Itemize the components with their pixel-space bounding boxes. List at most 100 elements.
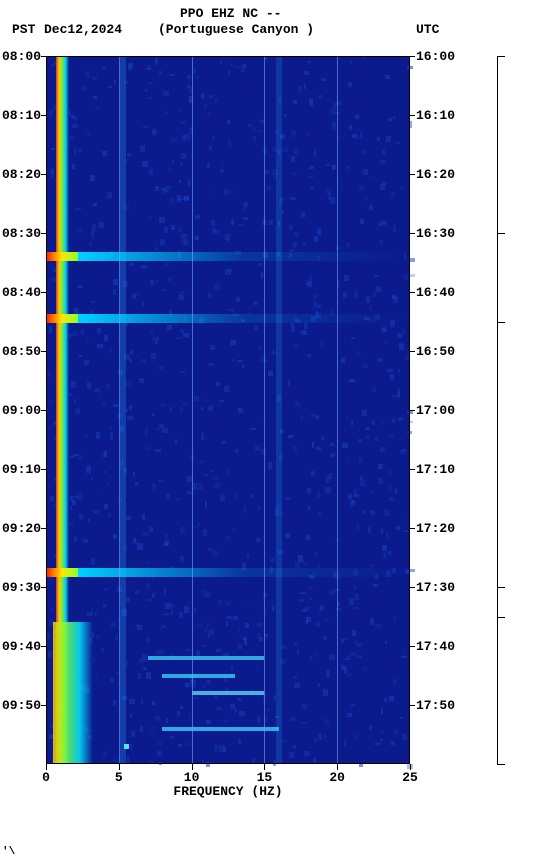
noise-speckle [355, 735, 358, 739]
noise-speckle [127, 416, 133, 420]
noise-speckle [307, 354, 311, 357]
noise-speckle [307, 61, 311, 63]
noise-speckle [255, 445, 259, 452]
noise-speckle [309, 276, 312, 281]
noise-speckle [387, 369, 393, 373]
noise-speckle [210, 470, 214, 472]
noise-speckle [169, 74, 174, 76]
noise-speckle [300, 592, 305, 594]
noise-speckle [379, 240, 383, 244]
noise-speckle [242, 364, 244, 367]
noise-speckle [405, 355, 410, 360]
noise-speckle [93, 96, 97, 99]
noise-speckle [194, 608, 196, 614]
noise-speckle [302, 609, 308, 612]
noise-speckle [363, 667, 367, 672]
noise-speckle [286, 497, 290, 500]
noise-speckle [292, 172, 297, 175]
noise-speckle [93, 657, 95, 663]
y-left-label: 09:10 [2, 462, 41, 477]
noise-speckle [165, 111, 167, 114]
noise-speckle [310, 187, 314, 190]
noise-speckle [73, 454, 78, 456]
noise-speckle [180, 527, 185, 533]
noise-speckle [225, 269, 231, 275]
noise-speckle [403, 530, 408, 532]
noise-speckle [318, 512, 320, 516]
noise-speckle [161, 404, 166, 406]
noise-speckle [51, 148, 55, 150]
noise-speckle [104, 588, 109, 591]
noise-speckle [409, 274, 415, 276]
y-right-label: 17:20 [416, 521, 455, 536]
noise-speckle [312, 442, 314, 448]
noise-speckle [294, 642, 297, 646]
noise-speckle [126, 516, 131, 520]
aux-tick [497, 764, 505, 765]
noise-speckle [167, 325, 172, 330]
noise-speckle [391, 192, 395, 196]
noise-speckle [110, 678, 115, 684]
noise-speckle [148, 68, 151, 70]
y-left-label: 09:00 [2, 403, 41, 418]
noise-speckle [155, 186, 160, 190]
noise-speckle [129, 263, 134, 266]
noise-speckle [197, 523, 200, 525]
noise-speckle [143, 667, 146, 670]
noise-speckle [375, 437, 377, 441]
noise-speckle [353, 607, 359, 609]
noise-speckle [321, 436, 324, 440]
noise-speckle [401, 656, 407, 658]
noise-speckle [71, 332, 77, 336]
noise-speckle [309, 587, 313, 589]
noise-speckle [197, 624, 203, 626]
noise-speckle [291, 326, 295, 332]
noise-speckle [82, 86, 87, 91]
noise-speckle [330, 443, 334, 446]
noise-speckle [134, 293, 140, 296]
noise-speckle [364, 196, 368, 202]
noise-speckle [110, 433, 113, 439]
noise-speckle [309, 597, 311, 600]
noise-speckle [357, 655, 363, 657]
noise-speckle [388, 118, 393, 120]
noise-speckle [81, 329, 84, 335]
noise-speckle [293, 242, 297, 248]
noise-speckle [254, 669, 259, 671]
noise-speckle [85, 435, 88, 438]
noise-speckle [149, 216, 152, 219]
noise-speckle [257, 607, 260, 609]
noise-speckle [293, 745, 296, 749]
noise-speckle [235, 449, 237, 453]
noise-speckle [381, 708, 384, 714]
noise-speckle [179, 612, 183, 619]
noise-speckle [159, 217, 165, 224]
x-tick-label: 25 [402, 770, 418, 785]
noise-speckle [196, 76, 199, 80]
noise-speckle [205, 501, 207, 508]
noise-speckle [351, 420, 353, 426]
noise-speckle [141, 265, 147, 268]
noise-speckle [291, 156, 296, 162]
noise-speckle [104, 504, 109, 509]
noise-speckle [226, 616, 232, 618]
noise-speckle [314, 236, 318, 242]
noise-speckle [267, 186, 271, 191]
noise-speckle [220, 169, 224, 173]
noise-speckle [320, 605, 324, 610]
noise-speckle [295, 401, 298, 406]
noise-speckle [139, 378, 144, 383]
noise-speckle [160, 239, 165, 245]
noise-speckle [101, 494, 103, 497]
late-lowfreq [53, 622, 92, 764]
y-right-tick [410, 292, 415, 293]
noise-speckle [382, 150, 386, 155]
noise-speckle [96, 432, 100, 439]
noise-speckle [383, 552, 386, 558]
y-left-tick [41, 410, 46, 411]
noise-speckle [72, 500, 76, 505]
noise-speckle [228, 70, 230, 75]
noise-speckle [87, 133, 90, 135]
noise-speckle [359, 457, 362, 463]
noise-speckle [407, 431, 412, 434]
